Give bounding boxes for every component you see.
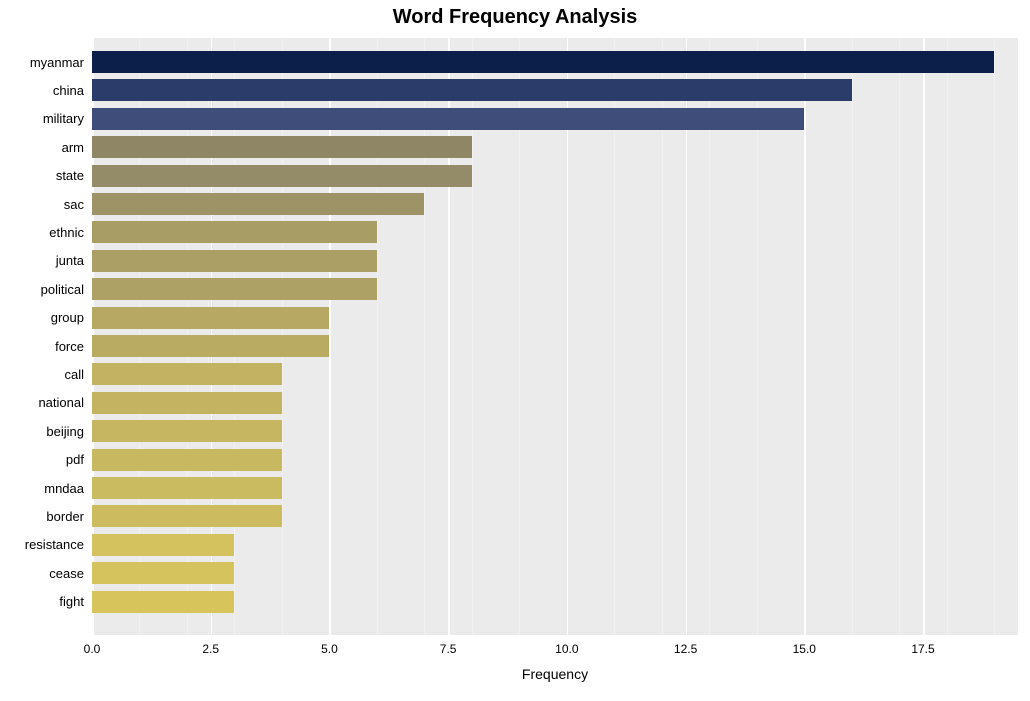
x-tick-label: 5.0 bbox=[321, 642, 338, 656]
x-tick-label: 12.5 bbox=[674, 642, 697, 656]
bar bbox=[92, 562, 234, 584]
bar-row bbox=[92, 193, 1018, 215]
bar bbox=[92, 250, 377, 272]
bar bbox=[92, 79, 852, 101]
y-tick-label: beijing bbox=[46, 425, 84, 438]
plot-area bbox=[92, 38, 1018, 635]
y-tick-label: political bbox=[41, 283, 84, 296]
bar bbox=[92, 51, 994, 73]
y-tick-label: junta bbox=[56, 254, 84, 267]
x-tick-label: 0.0 bbox=[84, 642, 101, 656]
y-tick-label: border bbox=[46, 510, 84, 523]
y-tick-label: cease bbox=[49, 567, 84, 580]
bar-row bbox=[92, 221, 1018, 243]
y-tick-label: fight bbox=[59, 595, 84, 608]
bar-row bbox=[92, 420, 1018, 442]
y-axis-labels: myanmar china military arm state sac ethnic jun… bbox=[0, 38, 84, 635]
bars-container bbox=[92, 38, 1018, 635]
bar bbox=[92, 136, 472, 158]
bar-row bbox=[92, 165, 1018, 187]
y-tick-label: ethnic bbox=[49, 226, 84, 239]
x-axis-title: Frequency bbox=[92, 666, 1018, 682]
bar bbox=[92, 477, 282, 499]
bar-row bbox=[92, 335, 1018, 357]
y-tick-label: call bbox=[64, 368, 84, 381]
bar-row bbox=[92, 51, 1018, 73]
y-tick-label: sac bbox=[64, 198, 84, 211]
bar-row bbox=[92, 250, 1018, 272]
y-tick-label: resistance bbox=[25, 538, 84, 551]
word-frequency-chart: Word Frequency Analysis myanmar china mili… bbox=[0, 0, 1030, 701]
bar-row bbox=[92, 562, 1018, 584]
y-tick-label: arm bbox=[62, 141, 84, 154]
bar-row bbox=[92, 591, 1018, 613]
x-tick-label: 7.5 bbox=[440, 642, 457, 656]
bar bbox=[92, 165, 472, 187]
y-tick-label: military bbox=[43, 112, 84, 125]
bar bbox=[92, 108, 804, 130]
bar bbox=[92, 420, 282, 442]
bar bbox=[92, 278, 377, 300]
bar bbox=[92, 221, 377, 243]
bar bbox=[92, 193, 424, 215]
bar bbox=[92, 392, 282, 414]
bar-row bbox=[92, 534, 1018, 556]
x-tick-label: 15.0 bbox=[793, 642, 816, 656]
y-tick-label: national bbox=[38, 396, 84, 409]
x-tick-label: 10.0 bbox=[555, 642, 578, 656]
bar bbox=[92, 335, 329, 357]
bar bbox=[92, 591, 234, 613]
x-tick-label: 17.5 bbox=[911, 642, 934, 656]
bar-row bbox=[92, 449, 1018, 471]
y-tick-label: mndaa bbox=[44, 482, 84, 495]
bar-row bbox=[92, 505, 1018, 527]
x-tick-label: 2.5 bbox=[202, 642, 219, 656]
y-tick-label: pdf bbox=[66, 453, 84, 466]
bar bbox=[92, 363, 282, 385]
bar bbox=[92, 505, 282, 527]
bar bbox=[92, 307, 329, 329]
bar-row bbox=[92, 477, 1018, 499]
chart-title: Word Frequency Analysis bbox=[0, 6, 1030, 29]
bar-row bbox=[92, 392, 1018, 414]
bar-row bbox=[92, 108, 1018, 130]
y-tick-label: force bbox=[55, 340, 84, 353]
bar-row bbox=[92, 79, 1018, 101]
bar bbox=[92, 449, 282, 471]
bar bbox=[92, 534, 234, 556]
y-tick-label: group bbox=[51, 311, 84, 324]
bar-row bbox=[92, 363, 1018, 385]
bar-row bbox=[92, 307, 1018, 329]
bar-row bbox=[92, 136, 1018, 158]
y-tick-label: state bbox=[56, 169, 84, 182]
y-tick-label: myanmar bbox=[30, 56, 84, 69]
y-tick-label: china bbox=[53, 84, 84, 97]
bar-row bbox=[92, 278, 1018, 300]
